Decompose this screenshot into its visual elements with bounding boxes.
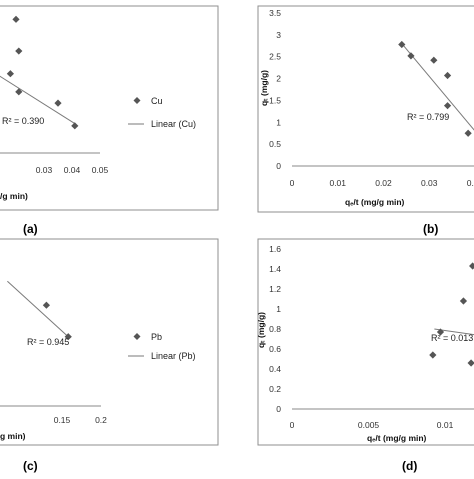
panel-b-x-ticks: 0 0.01 0.02 0.03 0.04	[290, 178, 474, 188]
panel-b-r2-annotation: R² = 0.799	[407, 112, 449, 122]
panel-b-y-tick-label: 1	[276, 117, 281, 127]
panel-b-points	[398, 41, 472, 137]
panel-b-x-tick-label: 0.02	[375, 178, 392, 188]
panel-d-x-axis-title: qₑ/t (mg/g min)	[367, 433, 427, 443]
panel-b-y-ticks: 0 0.5 1 1.5 2 2.5 3 3.5	[269, 8, 281, 171]
panel-a-chart: 0.03 0.04 0.05 /g min) R² = 0.390 Cu Linea…	[0, 16, 196, 201]
panel-a-x-axis-title: /g min)	[0, 191, 28, 201]
panel-b-data-point	[430, 57, 437, 64]
panel-a-label: (a)	[23, 222, 38, 236]
panel-a-x-tick-label: 0.03	[36, 165, 53, 175]
panel-c-legend-marker	[134, 333, 141, 340]
panel-a-data-point	[54, 100, 61, 107]
panel-a-points	[7, 16, 79, 130]
panel-c-r2-annotation: R² = 0.945	[27, 337, 69, 347]
panel-b-y-axis-title: qₜ (mg/g)	[259, 70, 269, 106]
panel-a-legend-linear-label: Linear (Cu)	[151, 119, 196, 129]
panel-d-x-tick-label: 0	[290, 420, 295, 430]
panel-d-data-point	[460, 297, 467, 304]
panel-d-y-tick-label: 0.2	[269, 384, 281, 394]
panel-b-data-point	[444, 102, 451, 109]
panel-b-data-point	[465, 130, 472, 137]
panel-b-y-tick-label: 0.5	[269, 139, 281, 149]
panel-d-x-ticks: 0 0.005 0.01	[290, 420, 454, 430]
panel-d-y-tick-label: 1.2	[269, 284, 281, 294]
panel-d-y-tick-label: 1.6	[269, 244, 281, 254]
panel-a-data-point	[15, 47, 22, 54]
panel-a-data-point	[12, 16, 19, 23]
panel-b-label: (b)	[423, 222, 438, 236]
panel-c-legend-pb-label: Pb	[151, 332, 162, 342]
panel-c-trendline	[7, 281, 68, 336]
panel-d-label: (d)	[402, 459, 417, 473]
panel-b-x-tick-label: 0.03	[421, 178, 438, 188]
panel-d-y-tick-label: 0.6	[269, 344, 281, 354]
panel-b-data-point	[444, 72, 451, 79]
panel-d-y-tick-label: 0.4	[269, 364, 281, 374]
panel-c-x-axis-title: g min)	[0, 431, 26, 441]
panel-a-data-point	[7, 70, 14, 77]
panel-d-points	[429, 262, 474, 366]
panel-c-data-point	[43, 302, 50, 309]
panel-c-x-ticks: 0.15 0.2	[54, 415, 107, 425]
panel-d-y-tick-label: 1	[276, 304, 281, 314]
panel-d-data-point	[429, 351, 436, 358]
panel-b-y-tick-label: 1.5	[269, 95, 281, 105]
panel-d-y-tick-label: 0.8	[269, 324, 281, 334]
panel-a-x-ticks: 0.03 0.04 0.05	[36, 165, 109, 175]
panel-b-chart: 0 0.01 0.02 0.03 0.04 0 0.5 1 1.5 2 2.5 3 3.5 qₑ/t …	[259, 8, 474, 207]
panel-d-y-ticks: 0 0.2 0.4 0.6 0.8 1 1.2 1.4 1.6	[269, 244, 281, 414]
panel-b-data-point	[407, 52, 414, 59]
panel-b-x-tick-label: 0	[290, 178, 295, 188]
panel-a-legend-cu-label: Cu	[151, 96, 163, 106]
panel-b-y-tick-label: 2.5	[269, 52, 281, 62]
panel-b-x-tick-label: 0.01	[329, 178, 346, 188]
panel-d-y-tick-label: 0	[276, 404, 281, 414]
panel-b-x-axis-title: qₑ/t (mg/g min)	[345, 197, 405, 207]
panel-b-y-tick-label: 3.5	[269, 8, 281, 18]
panel-d-data-point	[468, 359, 474, 366]
panel-a-legend-marker	[134, 97, 141, 104]
panel-d-y-axis-title: qₜ (mg/g)	[256, 312, 266, 348]
panel-b-y-tick-label: 0	[276, 161, 281, 171]
panel-b-y-tick-label: 2	[276, 74, 281, 84]
panel-d-x-tick-label: 0.01	[437, 420, 454, 430]
panel-c-legend: Pb Linear (Pb)	[128, 332, 196, 361]
panel-a-x-tick-label: 0.05	[92, 165, 109, 175]
panel-c-x-tick-label: 0.2	[95, 415, 107, 425]
panel-a-x-tick-label: 0.04	[64, 165, 81, 175]
panel-a-r2-annotation: R² = 0.390	[2, 116, 44, 126]
panel-b-y-tick-label: 3	[276, 30, 281, 40]
panel-c-points	[43, 302, 72, 341]
panel-d-x-tick-label: 0.005	[358, 420, 380, 430]
panel-d-r2-annotation: R² = 0.013	[431, 333, 473, 343]
panel-d-y-tick-label: 1.4	[269, 264, 281, 274]
panel-b-x-tick-label: 0.04	[467, 178, 474, 188]
panel-c-chart: 0.15 0.2 g min) R² = 0.945 Pb Linear (Pb)	[0, 281, 196, 441]
panel-d-data-point	[469, 262, 474, 269]
panel-c-label: (c)	[23, 459, 38, 473]
panel-a-data-point	[71, 122, 78, 129]
panel-a-trendline	[0, 51, 75, 124]
panel-frame-a	[0, 6, 218, 210]
panel-d-chart: 0 0.005 0.01 0 0.2 0.4 0.6 0.8 1 1.2 1.4 1.6 qₑ/t …	[256, 244, 474, 443]
panel-c-legend-linear-label: Linear (Pb)	[151, 351, 196, 361]
panel-a-legend: Cu Linear (Cu)	[128, 96, 196, 129]
panel-c-x-tick-label: 0.15	[54, 415, 71, 425]
